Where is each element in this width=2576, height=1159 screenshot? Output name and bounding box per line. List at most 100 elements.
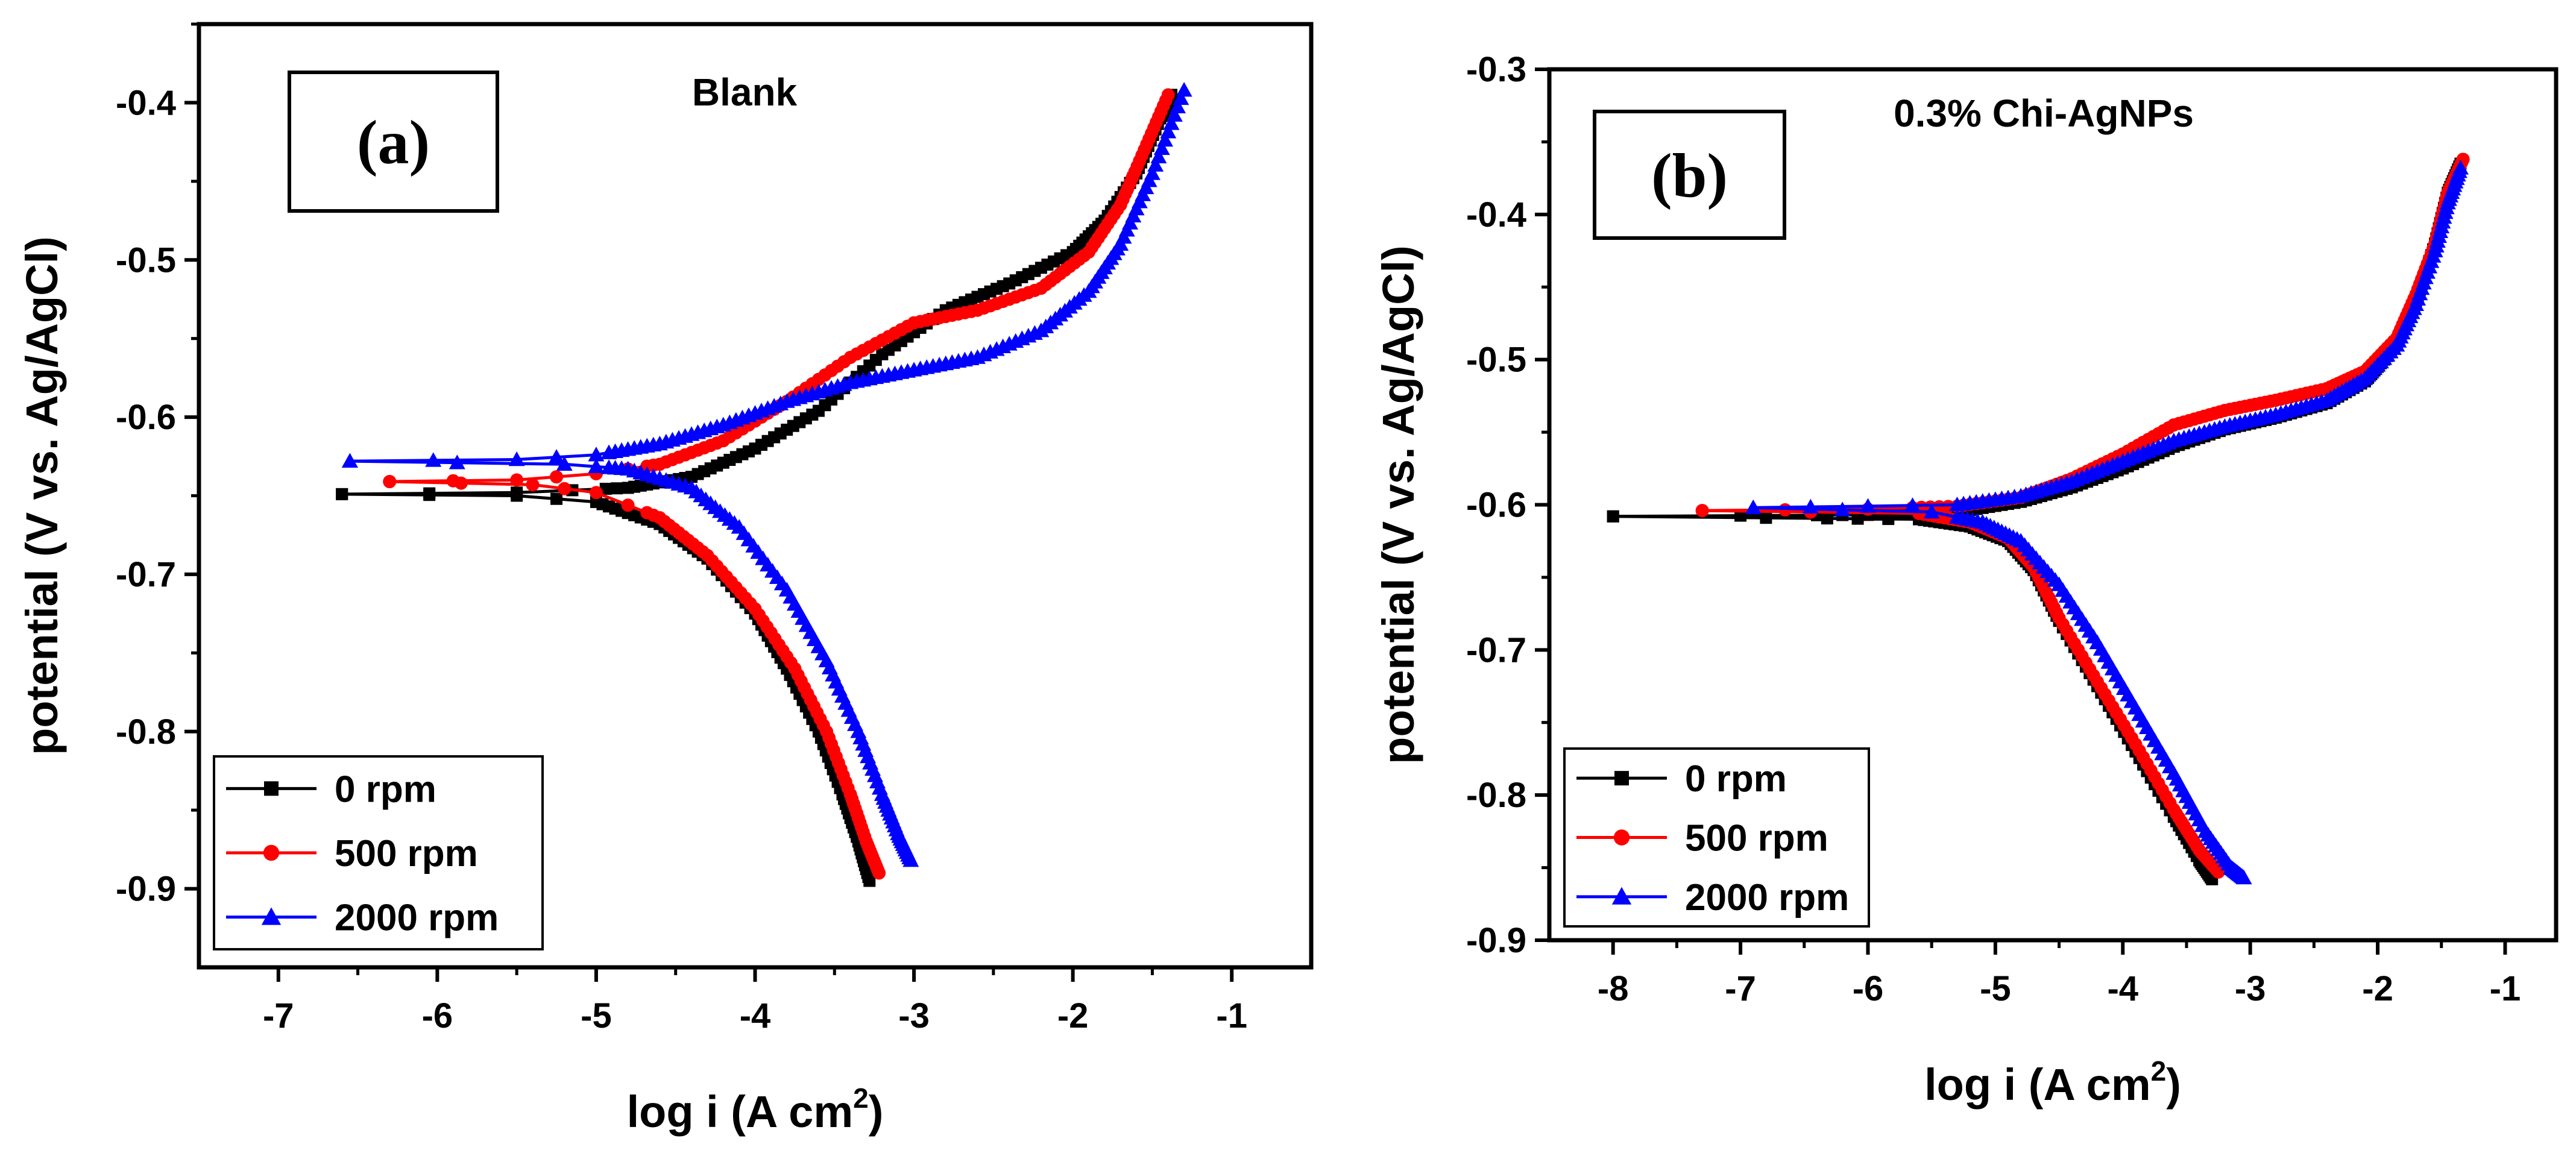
data-point (1166, 107, 1183, 122)
data-point (508, 451, 525, 466)
x-tick-label: -6 (1853, 969, 1884, 1008)
x-tick-label: -2 (1057, 996, 1089, 1035)
data-point (558, 482, 572, 495)
panel-label: (b) (1651, 141, 1728, 210)
y-tick-label: -0.9 (1466, 921, 1526, 960)
data-point (621, 498, 635, 512)
panel-label-box: (a) (288, 71, 499, 213)
y-axis-ticks: -0.9 -0.8 -0.7 -0.6 -0.5 -0.4 -0.3 (1466, 50, 1549, 960)
series-line-anodic (1702, 159, 2464, 512)
data-point (1147, 157, 1164, 172)
data-point (902, 852, 919, 867)
series-500-rpm (383, 88, 1175, 880)
data-point (1607, 510, 1619, 523)
legend-item: 0 rpm (1576, 758, 1787, 800)
data-point (2452, 160, 2469, 175)
data-point (1170, 98, 1186, 113)
data-point (588, 447, 605, 462)
data-point (526, 478, 540, 492)
data-point (1802, 498, 1819, 514)
legend-marker (1614, 771, 1629, 786)
data-point (589, 486, 603, 500)
data-point (1923, 504, 1940, 519)
series-line-anodic (389, 94, 1170, 483)
legend-item: 2000 rpm (1576, 877, 1849, 919)
x-tick-label: -4 (740, 996, 771, 1035)
y-tick-label: -0.9 (116, 870, 176, 909)
y-tick-label: -0.6 (116, 398, 176, 437)
data-point (1157, 131, 1174, 147)
legend-marker (264, 781, 279, 796)
legend-item: 500 rpm (226, 833, 478, 875)
data-point (1834, 501, 1851, 517)
data-point (1176, 82, 1192, 97)
legend-label: 500 rpm (335, 833, 478, 875)
data-point (1745, 499, 1762, 515)
y-tick-label: -0.3 (1466, 50, 1526, 89)
data-point (1734, 509, 1747, 522)
y-tick-label: -0.4 (116, 83, 176, 122)
y-tick-label: -0.5 (1466, 341, 1526, 380)
data-point (863, 875, 876, 887)
legend-label: 2000 rpm (335, 897, 499, 939)
x-tick-label: -6 (422, 996, 453, 1035)
series-2000-rpm (1745, 160, 2469, 885)
panel-a-chart: -7 -6 -5 -4 -3 -2 -1 -0.9 -0.8 -0.7 -0.6 -0.5 -0.4 lo… (17, 22, 1314, 1137)
data-point (383, 475, 397, 489)
data-point (1144, 165, 1160, 180)
panel-label-box: (b) (1593, 110, 1786, 240)
y-tick-label: -0.6 (1466, 486, 1526, 525)
data-point (548, 449, 565, 464)
data-point (1695, 504, 1709, 518)
data-point (872, 866, 886, 880)
data-series (336, 82, 1192, 887)
data-point (1173, 90, 1189, 105)
data-point (550, 470, 564, 484)
legend: 0 rpm 500 rpm 2000 rpm (1563, 747, 1870, 928)
data-point (1904, 497, 1921, 512)
data-point (510, 473, 524, 487)
legend-marker (261, 907, 282, 925)
data-point (425, 452, 442, 467)
legend-label: 0 rpm (335, 768, 436, 810)
y-axis-title: potential (V vs. Ag/AgCl) (1373, 245, 1423, 764)
data-point (1153, 140, 1170, 155)
y-axis-ticks: -0.9 -0.8 -0.7 -0.6 -0.5 -0.4 (116, 22, 199, 909)
legend-marker (1613, 829, 1630, 846)
x-tick-label: -2 (2362, 969, 2393, 1008)
x-tick-label: -7 (1725, 969, 1756, 1008)
x-tick-label: -3 (898, 996, 930, 1035)
chart-title: Blank (692, 71, 798, 114)
legend-label: 500 rpm (1685, 818, 1828, 859)
data-point (1163, 115, 1180, 130)
legend-item: 500 rpm (1576, 818, 1828, 859)
data-point (341, 453, 358, 468)
data-point (449, 454, 465, 470)
panel-b-chart: -8 -7 -6 -5 -4 -3 -2 -1 -0.9 -0.8 -0.7 -0.6 -0.5 -0.4… (1373, 50, 2559, 1110)
x-tick-label: -8 (1598, 969, 1629, 1008)
x-tick-label: -3 (2235, 969, 2266, 1008)
series-2000-rpm (341, 82, 1192, 867)
x-tick-label: -1 (1216, 996, 1247, 1035)
legend-marker (263, 844, 280, 861)
x-axis-title: log i (A cm2) (627, 1082, 884, 1137)
data-point (336, 488, 348, 500)
legend: 0 rpm 500 rpm 2000 rpm (213, 755, 544, 950)
legend-label: 2000 rpm (1685, 877, 1849, 919)
data-point (1760, 512, 1772, 524)
y-tick-label: -0.7 (116, 555, 176, 594)
y-tick-label: -0.7 (1466, 630, 1526, 670)
x-tick-label: -5 (1980, 969, 2011, 1008)
y-tick-label: -0.5 (116, 240, 176, 280)
chart-title: 0.3% Chi-AgNPs (1894, 92, 2194, 135)
x-axis-ticks: -8 -7 -6 -5 -4 -3 -2 -1 (1598, 940, 2521, 1008)
y-axis-title: potential (V vs. Ag/AgCl) (17, 236, 67, 755)
data-point (611, 482, 623, 495)
data-point (1859, 498, 1876, 513)
data-point (588, 458, 605, 474)
y-tick-label: -0.4 (1466, 195, 1526, 234)
x-axis-ticks: -7 -6 -5 -4 -3 -2 -1 (263, 967, 1247, 1035)
data-point (550, 492, 563, 505)
x-tick-label: -5 (581, 996, 612, 1035)
